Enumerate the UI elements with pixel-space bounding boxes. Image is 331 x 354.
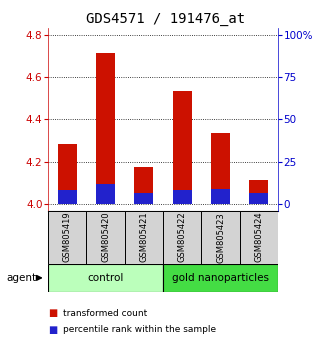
Bar (201, 211, 240, 264)
Text: GSM805424: GSM805424 (254, 212, 263, 263)
Bar (211, 189, 230, 204)
Text: GSM805423: GSM805423 (216, 212, 225, 263)
Bar (134, 167, 154, 204)
Text: GDS4571 / 191476_at: GDS4571 / 191476_at (86, 12, 245, 27)
Bar (172, 190, 192, 204)
Bar (48, 211, 86, 264)
Bar (249, 180, 268, 204)
Text: transformed count: transformed count (63, 309, 147, 318)
Text: gold nanoparticles: gold nanoparticles (172, 273, 269, 283)
Bar (163, 211, 201, 264)
Bar (125, 211, 163, 264)
Text: GSM805421: GSM805421 (139, 212, 148, 263)
Bar (58, 190, 77, 204)
Bar (134, 193, 154, 204)
Text: ■: ■ (48, 325, 57, 335)
Text: percentile rank within the sample: percentile rank within the sample (63, 325, 216, 335)
Bar (86, 211, 125, 264)
Bar (163, 264, 278, 292)
Bar (172, 91, 192, 204)
Bar (96, 184, 115, 204)
Bar (48, 264, 163, 292)
Text: GSM805420: GSM805420 (101, 212, 110, 263)
Text: ■: ■ (48, 308, 57, 318)
Bar (249, 193, 268, 204)
Text: agent: agent (7, 273, 37, 283)
Text: GSM805422: GSM805422 (178, 212, 187, 263)
Bar (211, 133, 230, 204)
Text: control: control (87, 273, 124, 283)
Bar (96, 53, 115, 204)
Bar (58, 144, 77, 204)
Text: GSM805419: GSM805419 (63, 212, 72, 263)
Bar (240, 211, 278, 264)
